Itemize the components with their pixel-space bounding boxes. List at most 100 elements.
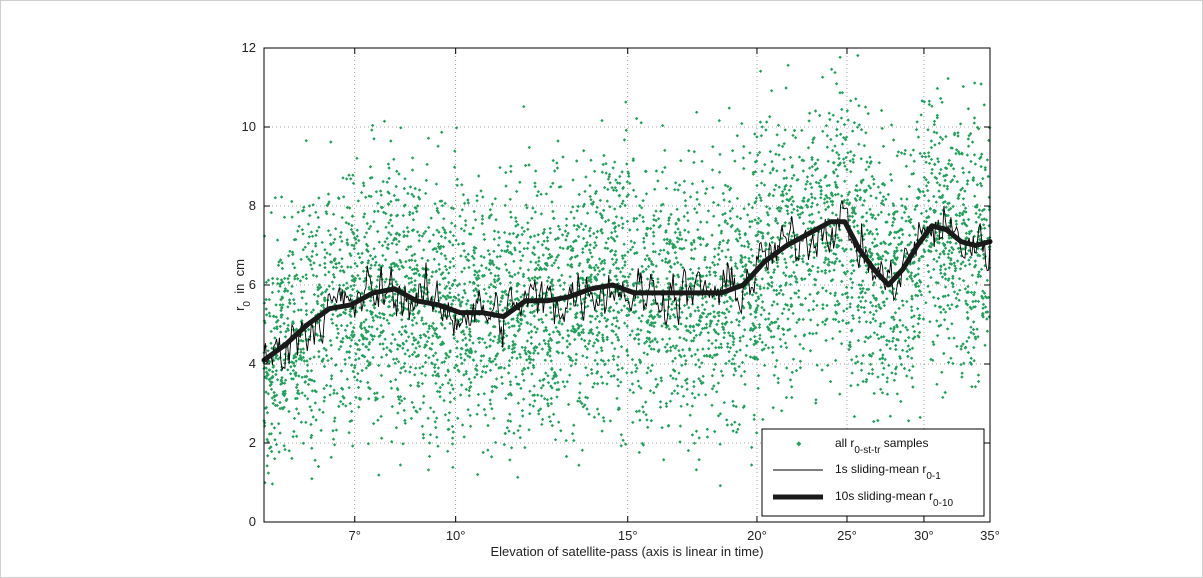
scatter-point	[768, 206, 772, 211]
scatter-point	[939, 271, 943, 275]
scatter-point	[660, 170, 665, 174]
scatter-point	[976, 246, 980, 251]
scatter-point	[901, 232, 905, 237]
scatter-point	[632, 216, 636, 221]
scatter-point	[624, 128, 628, 132]
scatter-point	[584, 175, 588, 179]
scatter-point	[524, 203, 528, 207]
scatter-point	[673, 230, 677, 235]
scatter-point	[585, 243, 589, 247]
scatter-point	[784, 204, 788, 208]
scatter-point	[935, 181, 939, 185]
scatter-point	[727, 359, 731, 363]
scatter-point	[834, 167, 838, 172]
scatter-point	[451, 243, 455, 247]
scatter-point	[959, 262, 963, 266]
scatter-point	[713, 429, 717, 434]
scatter-point	[840, 91, 845, 95]
scatter-point	[792, 173, 796, 177]
scatter-point	[869, 194, 873, 198]
scatter-point	[764, 343, 768, 347]
scatter-point	[756, 153, 760, 157]
scatter-point	[909, 240, 913, 245]
scatter-point	[817, 210, 821, 214]
scatter-point	[983, 305, 988, 309]
scatter-point	[839, 238, 843, 242]
scatter-point	[782, 332, 786, 337]
scatter-point	[864, 219, 869, 223]
scatter-point	[973, 385, 978, 389]
scatter-point	[850, 295, 854, 300]
scatter-point	[950, 245, 954, 250]
scatter-point	[434, 182, 439, 186]
scatter-point	[716, 252, 720, 257]
scatter-point	[984, 218, 989, 222]
scatter-point	[651, 263, 655, 267]
scatter-point	[595, 362, 600, 366]
scatter-point	[542, 291, 546, 296]
scatter-point	[750, 254, 755, 258]
scatter-point	[737, 422, 742, 427]
scatter-point	[767, 312, 771, 316]
scatter-point	[522, 366, 526, 371]
scatter-point	[866, 111, 870, 116]
scatter-point	[605, 199, 609, 203]
scatter-point	[636, 295, 640, 299]
scatter-point	[930, 104, 934, 108]
scatter-point	[387, 231, 391, 235]
scatter-point	[967, 335, 971, 340]
scatter-point	[609, 235, 614, 240]
scatter-point	[946, 255, 951, 260]
scatter-point	[509, 164, 513, 168]
scatter-point	[849, 99, 853, 103]
scatter-point	[530, 310, 534, 315]
scatter-point	[927, 99, 931, 103]
scatter-point	[737, 311, 741, 315]
scatter-point	[840, 142, 845, 146]
scatter-point	[593, 275, 598, 279]
scatter-point	[645, 253, 649, 258]
scatter-point	[924, 178, 928, 182]
scatter-point	[880, 126, 884, 131]
scatter-point	[344, 221, 348, 225]
scatter-point	[862, 199, 867, 203]
scatter-point	[673, 306, 677, 310]
scatter-point	[724, 315, 728, 320]
scatter-point	[372, 220, 376, 224]
scatter-point	[872, 177, 876, 181]
scatter-point	[638, 204, 642, 208]
scatter-point	[961, 202, 966, 207]
scatter-point	[790, 195, 794, 199]
scatter-point	[856, 229, 860, 233]
scatter-point	[891, 336, 895, 340]
scatter-point	[879, 335, 884, 339]
scatter-point	[932, 295, 936, 300]
scatter-point	[707, 282, 712, 286]
scatter-point	[962, 218, 966, 222]
scatter-point	[936, 160, 941, 164]
scatter-point	[823, 197, 827, 201]
scatter-point	[766, 270, 770, 275]
scatter-point	[613, 229, 617, 234]
scatter-point	[737, 319, 741, 324]
scatter-point	[741, 265, 745, 269]
scatter-point	[394, 198, 398, 202]
scatter-point	[753, 160, 758, 164]
scatter-point	[700, 327, 705, 331]
scatter-point	[860, 361, 864, 366]
scatter-point	[470, 254, 475, 259]
scatter-point	[932, 194, 936, 199]
scatter-point	[765, 325, 770, 329]
scatter-point	[630, 357, 635, 362]
scatter-point	[954, 222, 959, 226]
scatter-point	[603, 316, 607, 320]
scatter-point	[625, 162, 629, 166]
scatter-point	[618, 174, 622, 179]
scatter-point	[746, 245, 750, 249]
scatter-point	[520, 408, 525, 413]
scatter-point	[306, 241, 311, 245]
scatter-point	[768, 171, 773, 175]
scatter-point	[525, 339, 530, 343]
scatter-point	[950, 146, 954, 150]
scatter-point	[755, 221, 759, 225]
